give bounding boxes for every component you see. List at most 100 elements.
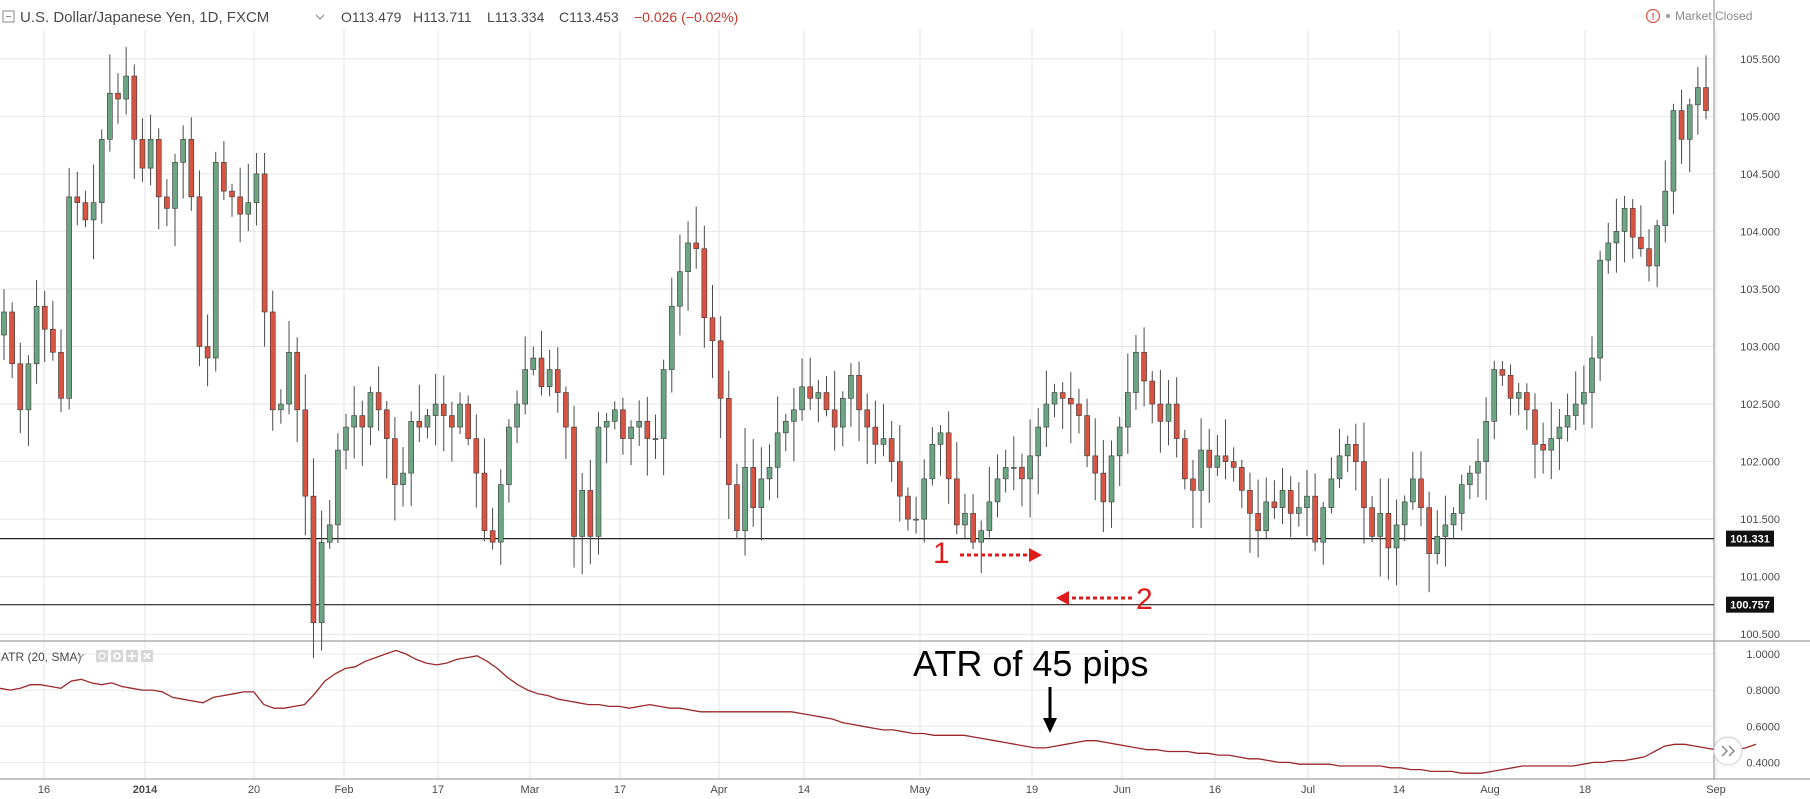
- indicator-chevron-icon[interactable]: [77, 653, 85, 658]
- candle-up: [880, 438, 887, 445]
- price-tick-label: 103.500: [1740, 284, 1780, 296]
- candle-down: [587, 490, 594, 537]
- chevron-down-icon[interactable]: [315, 14, 325, 20]
- gear-icon[interactable]: [111, 650, 123, 662]
- symbol-title[interactable]: U.S. Dollar/Japanese Yen, 1D, FXCM: [20, 9, 269, 26]
- time-tick-label: 16: [1209, 784, 1221, 796]
- candle-up: [791, 409, 797, 422]
- candle-down: [302, 409, 309, 497]
- candle-down: [823, 392, 830, 411]
- candle-down: [294, 351, 300, 411]
- candle-up: [1035, 426, 1042, 457]
- candle-up: [1475, 461, 1481, 474]
- time-tick-label: 17: [614, 784, 626, 796]
- candle-up: [1458, 484, 1465, 514]
- candle-up: [522, 369, 528, 405]
- candle-up: [253, 173, 260, 203]
- candle-up: [1010, 467, 1017, 469]
- candle-up: [1198, 449, 1204, 491]
- candle-down: [1190, 478, 1196, 491]
- time-axis[interactable]: 16 2014 20 Feb 17 Mar 17 Apr 14 May 19 Jun 16 Jul 14 Au…: [38, 784, 1726, 796]
- candle-up: [33, 305, 40, 365]
- candle-down: [1532, 409, 1538, 445]
- candle-down: [1222, 455, 1229, 462]
- candle-up: [343, 426, 349, 451]
- price-tick-label: 101.500: [1740, 514, 1780, 526]
- candle-down: [905, 495, 911, 520]
- candle-down: [945, 432, 952, 480]
- candle-down: [481, 472, 488, 531]
- candle-up: [1133, 351, 1139, 393]
- exclamation-circle-icon: [1645, 8, 1661, 24]
- candle-up: [1320, 507, 1327, 543]
- candle-up: [839, 398, 846, 428]
- candle-up: [1556, 426, 1563, 439]
- candle-up: [742, 467, 748, 531]
- atr-series: [0, 649, 1757, 774]
- chart-header: U.S. Dollar/Japanese Yen, 1D, FXCM O113.…: [2, 9, 738, 26]
- ohlc-high: H113.711: [413, 9, 472, 25]
- candle-down: [82, 202, 89, 221]
- candle-up: [1621, 208, 1628, 232]
- eye-icon[interactable]: [96, 650, 108, 662]
- candle-up: [1515, 392, 1522, 399]
- candle-up: [432, 403, 439, 416]
- candle-up: [1613, 231, 1620, 244]
- indicator-legend[interactable]: ATR (20, SMA): [1, 650, 153, 664]
- candle-up: [400, 472, 406, 485]
- time-tick-label: 14: [798, 784, 810, 796]
- candle-up: [1344, 444, 1351, 457]
- candle-down: [1361, 461, 1367, 508]
- price-axis[interactable]: 105.500 105.000 104.500 104.000 103.500 103.0…: [1726, 54, 1780, 641]
- candle-down: [1418, 478, 1424, 508]
- minus-square-icon[interactable]: [2, 10, 15, 23]
- candle-down: [1646, 248, 1652, 267]
- candle-down: [1540, 444, 1546, 451]
- candle-up: [212, 162, 219, 359]
- candle-up: [1605, 242, 1612, 261]
- price-tick-label: 102.500: [1740, 399, 1780, 411]
- candle-up: [318, 541, 325, 624]
- double-chevron-right-icon: [1721, 745, 1736, 757]
- candle-down: [58, 351, 64, 399]
- candle-down: [1068, 398, 1074, 405]
- candle-up: [1393, 524, 1400, 549]
- candle-down: [1173, 403, 1180, 439]
- candle-up: [1589, 357, 1595, 393]
- candle-up: [1662, 190, 1669, 226]
- candle-down: [440, 403, 447, 416]
- candle-down: [1426, 507, 1432, 554]
- candle-down: [50, 328, 56, 353]
- scroll-right-button[interactable]: [1713, 736, 1743, 766]
- candle-up: [652, 438, 659, 440]
- candle-up: [278, 403, 284, 411]
- candle-up: [66, 196, 72, 399]
- candle-down: [1703, 87, 1709, 111]
- marker-1-label: 1: [933, 537, 950, 570]
- candle-down: [41, 305, 48, 330]
- candle-down: [709, 317, 716, 342]
- time-tick-label: 19: [1026, 784, 1038, 796]
- candle-up: [497, 484, 504, 543]
- candle-down: [188, 139, 195, 198]
- candle-down: [204, 346, 211, 359]
- candle-up: [424, 415, 431, 428]
- candle-down: [1507, 374, 1514, 399]
- candle-up: [25, 363, 32, 411]
- marker-2-arrowhead: [1056, 591, 1069, 605]
- eye-glyph: [98, 652, 106, 660]
- candle-down: [416, 421, 423, 428]
- indicator-label[interactable]: ATR (20, SMA): [1, 650, 81, 664]
- marker-2-label: 2: [1136, 583, 1153, 616]
- time-tick-label: 20: [248, 784, 260, 796]
- candle-down: [1255, 513, 1261, 531]
- atr-axis[interactable]: 1.0000 0.8000 0.6000 0.4000: [1746, 649, 1780, 769]
- candle-up: [1597, 259, 1603, 359]
- candle-up: [147, 139, 154, 169]
- candle-up: [1, 311, 7, 336]
- candle-up: [1328, 478, 1335, 508]
- price-tick-label: 105.500: [1740, 54, 1780, 66]
- market-status[interactable]: ! Market Closed: [1645, 8, 1753, 24]
- candle-up: [98, 139, 105, 203]
